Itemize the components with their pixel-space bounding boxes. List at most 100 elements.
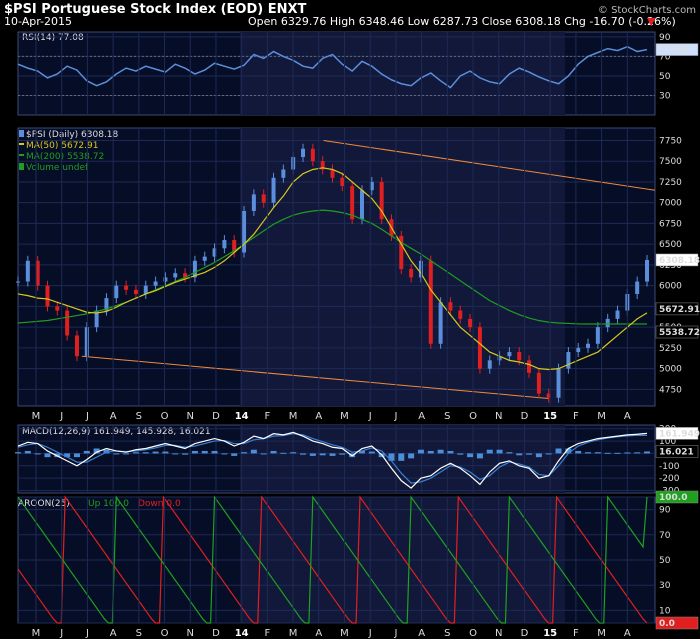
price-candle-body <box>173 273 178 278</box>
month-label: A <box>624 411 631 422</box>
price-candle-body <box>448 302 453 311</box>
price-last-value: 6308.18 <box>659 256 700 266</box>
price-candle-body <box>232 240 237 253</box>
legend-swatch-ma50 <box>19 143 24 145</box>
price-tick: 7750 <box>659 136 682 146</box>
price-tick: 5250 <box>659 344 682 354</box>
price-tick: 6750 <box>659 219 682 229</box>
price-candle-body <box>428 260 433 344</box>
price-candle-body <box>183 273 188 278</box>
macd-histogram-bar <box>73 453 80 458</box>
aroon-tick: 50 <box>659 556 671 566</box>
aroon-up-line <box>17 495 648 624</box>
month-label: A <box>315 411 322 422</box>
macd-histogram-bar <box>211 450 218 454</box>
macd-histogram-bar <box>329 453 336 456</box>
price-candle-body <box>350 186 355 220</box>
month-label: S <box>444 628 450 639</box>
macd-histogram-bar <box>368 451 375 454</box>
macd-last-value: 161.949 <box>659 429 700 439</box>
macd-histogram-bar <box>624 452 631 454</box>
rsi-last-value: 77.08 <box>659 46 687 56</box>
price-candle-body <box>271 177 276 203</box>
month-label: A <box>110 411 117 422</box>
price-candle-body <box>202 256 207 261</box>
macd-histogram-bar <box>614 452 621 454</box>
price-last-badge <box>655 253 699 267</box>
macd-histogram-bar <box>290 452 297 454</box>
price-candle-body <box>527 360 532 373</box>
month-label: O <box>469 628 477 639</box>
price-candle-body <box>261 194 266 203</box>
price-candle-body <box>330 169 335 178</box>
macd-histogram-bar <box>280 452 287 454</box>
panel-highlight-0 <box>240 32 565 115</box>
ma50-last-badge <box>655 302 699 316</box>
month-label: J <box>59 628 63 639</box>
price-candle-body <box>468 318 473 328</box>
month-label: S <box>444 411 450 422</box>
price-candle-body <box>242 210 247 253</box>
month-label: J <box>368 411 372 422</box>
month-label: O <box>161 628 169 639</box>
macd-histogram-bar <box>113 453 120 455</box>
price-candle-body <box>281 169 286 178</box>
macd-histogram-bar <box>417 449 424 454</box>
rsi-panel: RSI(14) 77.08 30 50 70 90 77.08 <box>17 33 699 101</box>
macd-histogram-bar <box>506 452 513 454</box>
month-label: 15 <box>543 628 557 639</box>
macd-histogram-bar <box>309 453 316 456</box>
price-candle-body <box>418 260 423 278</box>
month-label: J <box>393 628 397 639</box>
ohlc-summary: Open 6329.76 High 6348.46 Low 6287.73 Cl… <box>248 15 676 28</box>
price-candle-body <box>212 248 217 257</box>
chart-title: $PSI Portuguese Stock Index (EOD) ENXT <box>4 2 307 17</box>
ma200-last-badge <box>655 325 699 339</box>
price-candle-body <box>359 190 364 220</box>
macd-histogram-bar <box>221 453 228 455</box>
macd-histogram-bar <box>486 449 493 454</box>
month-label: O <box>469 411 477 422</box>
month-label: D <box>521 628 529 639</box>
price-candle-body <box>379 181 384 220</box>
price-candle-body <box>477 327 482 369</box>
price-candle-body <box>192 260 197 278</box>
macd-histogram-bar <box>241 452 248 454</box>
ma200-last-value: 5538.72 <box>659 328 700 338</box>
macd-histogram-bar <box>408 453 415 459</box>
price-candle-body <box>320 161 325 170</box>
macd-histogram-bar <box>388 453 395 461</box>
legend-swatch-volume <box>19 163 24 170</box>
price-candle-body <box>84 327 89 357</box>
price-candle-body <box>576 347 581 353</box>
macd-histogram-bar <box>24 450 31 454</box>
price-candle-body <box>615 310 620 319</box>
month-label: F <box>264 411 270 422</box>
price-candle-body <box>143 285 148 294</box>
macd-histogram-bar <box>270 450 277 454</box>
price-candle-body <box>124 285 129 290</box>
price-candle-body <box>635 281 640 294</box>
macd-histogram-bar <box>516 453 523 456</box>
month-label: M <box>289 628 298 639</box>
trendline <box>81 355 549 400</box>
month-label: A <box>315 628 322 639</box>
price-candle-body <box>487 360 492 369</box>
legend-swatch-price <box>19 130 24 137</box>
price-candle-body <box>301 148 306 158</box>
trendline <box>323 139 656 191</box>
price-tick: 4750 <box>659 385 682 395</box>
macd-histogram-bar <box>585 452 592 454</box>
price-candle-body <box>369 181 374 191</box>
macd-histogram-bar <box>644 451 650 454</box>
month-label: A <box>110 628 117 639</box>
price-candle-body <box>251 194 256 211</box>
legend-price: $PSI (Daily) 6308.18 <box>26 130 119 140</box>
price-tick: 7500 <box>659 157 682 167</box>
macd-histogram-bar <box>447 450 454 454</box>
macd-histogram-bar <box>526 453 533 455</box>
macd-histogram-bar <box>152 451 159 454</box>
month-label: N <box>495 628 502 639</box>
price-candle-body <box>45 285 50 307</box>
